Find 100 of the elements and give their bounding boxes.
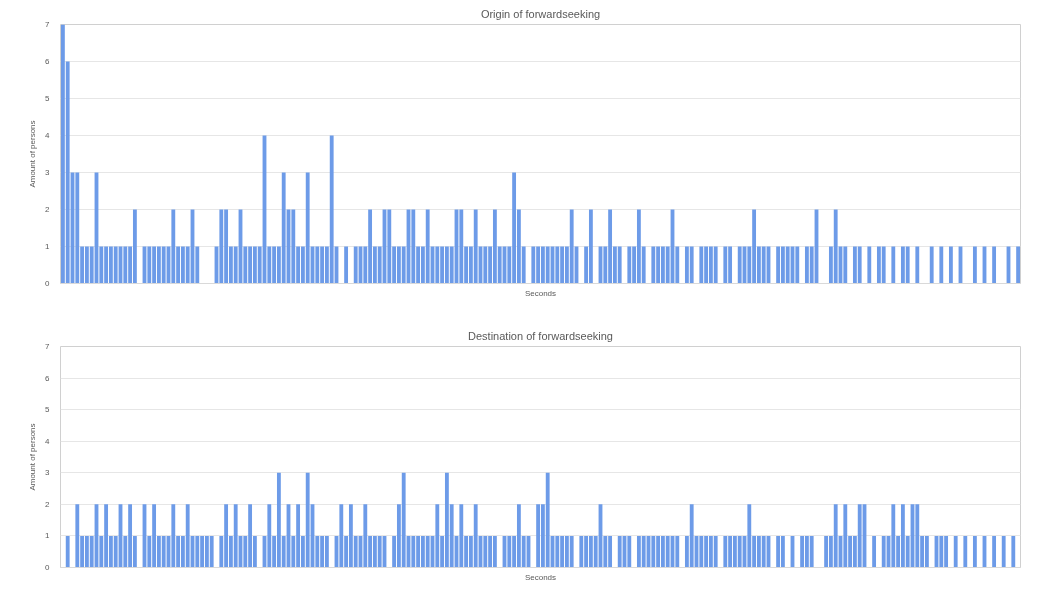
bar bbox=[872, 535, 877, 568]
bar bbox=[555, 246, 560, 284]
bar bbox=[617, 246, 622, 284]
chart-title: Origin of forwardseeking bbox=[480, 7, 601, 20]
bar bbox=[435, 246, 440, 284]
bar bbox=[780, 535, 785, 568]
chart-title: Destination of forwardseeking bbox=[468, 329, 613, 342]
bar bbox=[833, 504, 838, 568]
bar bbox=[305, 172, 310, 284]
bar bbox=[972, 535, 977, 568]
bar bbox=[492, 535, 497, 568]
bar bbox=[915, 504, 920, 568]
x-axis-title: Seconds bbox=[524, 572, 557, 582]
bar bbox=[161, 535, 166, 568]
bar bbox=[723, 246, 728, 284]
bar bbox=[483, 535, 488, 568]
bar bbox=[545, 246, 550, 284]
bar bbox=[651, 535, 656, 568]
bar bbox=[963, 535, 968, 568]
bar bbox=[857, 504, 862, 568]
bar bbox=[171, 504, 176, 568]
bar bbox=[857, 246, 862, 284]
bar bbox=[545, 472, 550, 568]
bar bbox=[536, 504, 541, 568]
bar bbox=[713, 246, 718, 284]
y-tick-label: 1 bbox=[45, 242, 51, 251]
y-tick-label: 2 bbox=[45, 499, 51, 509]
bar bbox=[929, 246, 934, 284]
bar bbox=[569, 209, 574, 284]
bar bbox=[147, 246, 152, 284]
bar bbox=[473, 209, 478, 284]
bar bbox=[776, 246, 781, 284]
bar bbox=[555, 535, 560, 568]
y-axis-title: Amount of persons bbox=[28, 120, 38, 188]
bar bbox=[905, 246, 910, 284]
bar bbox=[531, 246, 536, 284]
bar bbox=[833, 209, 838, 284]
bar bbox=[75, 172, 80, 284]
bar bbox=[891, 246, 896, 284]
y-tick-label: 5 bbox=[45, 405, 51, 415]
bar bbox=[675, 535, 680, 568]
bar bbox=[641, 535, 646, 568]
bar bbox=[953, 535, 958, 568]
bar bbox=[132, 209, 137, 284]
bar bbox=[747, 504, 752, 568]
bar bbox=[737, 535, 742, 568]
bar bbox=[1001, 535, 1006, 568]
bar bbox=[627, 246, 632, 284]
bar bbox=[363, 504, 368, 568]
bar bbox=[267, 504, 272, 568]
y-tick-label: 0 bbox=[45, 279, 51, 288]
bar bbox=[795, 246, 800, 284]
bar bbox=[305, 472, 310, 568]
bar bbox=[843, 246, 848, 284]
bar bbox=[435, 504, 440, 568]
bar bbox=[809, 535, 814, 568]
bar bbox=[411, 535, 416, 568]
bar bbox=[924, 535, 929, 568]
bar bbox=[425, 535, 430, 568]
bar bbox=[881, 246, 886, 284]
bar bbox=[324, 535, 329, 568]
bar bbox=[665, 535, 670, 568]
bar bbox=[992, 535, 997, 568]
bar bbox=[723, 535, 728, 568]
y-tick-label: 1 bbox=[45, 531, 51, 541]
y-tick-label: 3 bbox=[45, 168, 51, 177]
bar bbox=[75, 504, 80, 568]
bar bbox=[939, 246, 944, 284]
bar bbox=[185, 504, 190, 568]
bar bbox=[776, 535, 781, 568]
bar bbox=[1011, 535, 1016, 568]
bar bbox=[651, 246, 656, 284]
y-tick-label: 3 bbox=[45, 468, 51, 478]
y-axis-title: Amount of persons bbox=[28, 423, 38, 491]
bar bbox=[459, 209, 464, 284]
bar bbox=[800, 535, 805, 568]
bar bbox=[972, 246, 977, 284]
bar bbox=[233, 504, 238, 568]
bar bbox=[171, 209, 176, 284]
bar bbox=[761, 535, 766, 568]
bar bbox=[948, 246, 953, 284]
bar bbox=[761, 246, 766, 284]
y-tick-label: 0 bbox=[45, 563, 51, 572]
bar bbox=[281, 172, 286, 284]
bar bbox=[353, 246, 358, 284]
y-tick-label: 7 bbox=[45, 20, 51, 29]
bar bbox=[291, 209, 296, 284]
bar bbox=[713, 535, 718, 568]
y-tick-label: 4 bbox=[45, 436, 51, 446]
bar bbox=[824, 535, 829, 568]
bar bbox=[377, 535, 382, 568]
bar bbox=[699, 246, 704, 284]
y-tick-label: 4 bbox=[45, 131, 51, 140]
y-tick-label: 7 bbox=[45, 342, 51, 351]
bar bbox=[344, 246, 349, 284]
bar bbox=[588, 209, 593, 284]
bar bbox=[329, 135, 334, 284]
bar bbox=[939, 535, 944, 568]
bar bbox=[915, 246, 920, 284]
bar bbox=[113, 246, 118, 284]
